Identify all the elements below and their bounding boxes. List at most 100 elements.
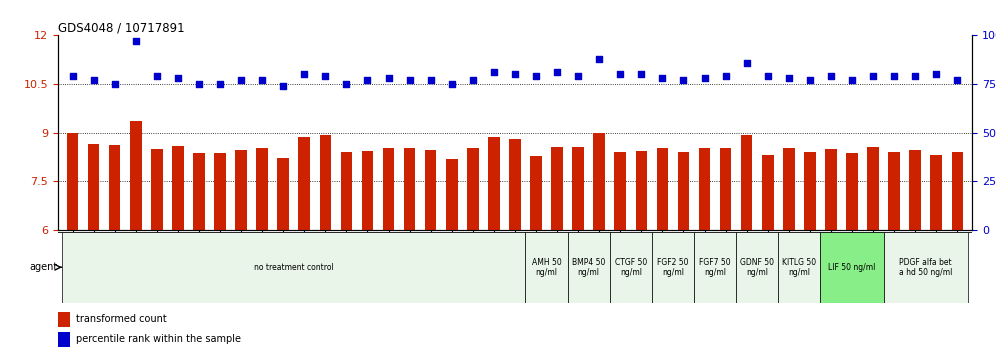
Point — [549, 69, 565, 75]
Bar — [526, 232, 568, 303]
Bar — [868, 147, 878, 230]
Bar — [736, 232, 778, 303]
Bar — [403, 148, 415, 230]
Point — [360, 77, 375, 83]
Text: FGF7 50
ng/ml: FGF7 50 ng/ml — [699, 258, 731, 277]
Bar — [804, 152, 816, 230]
Bar — [172, 147, 183, 230]
Point — [528, 73, 544, 79]
Bar — [677, 152, 689, 230]
Point — [212, 81, 228, 87]
Point — [107, 81, 123, 87]
Bar — [509, 139, 521, 230]
Bar — [467, 148, 479, 230]
Bar — [762, 155, 774, 230]
Point — [318, 73, 334, 79]
Bar — [67, 133, 79, 230]
Bar — [256, 148, 268, 230]
Bar — [151, 149, 162, 230]
Point — [465, 77, 481, 83]
Bar — [821, 232, 883, 303]
Point — [633, 72, 649, 77]
Bar — [656, 148, 668, 230]
Point — [844, 77, 860, 83]
Bar — [551, 147, 563, 230]
Point — [148, 73, 164, 79]
Bar — [847, 153, 858, 230]
Bar — [129, 121, 141, 230]
Bar — [610, 232, 651, 303]
Point — [570, 73, 586, 79]
Bar — [615, 152, 626, 230]
Bar — [362, 151, 374, 230]
Text: FGF2 50
ng/ml: FGF2 50 ng/ml — [657, 258, 688, 277]
Point — [486, 69, 502, 75]
Bar — [382, 148, 394, 230]
Bar — [951, 152, 963, 230]
Point — [718, 73, 734, 79]
Bar — [299, 137, 310, 230]
Text: percentile rank within the sample: percentile rank within the sample — [76, 334, 241, 344]
Text: KITLG 50
ng/ml: KITLG 50 ng/ml — [782, 258, 817, 277]
Bar — [235, 150, 247, 230]
Text: GDNF 50
ng/ml: GDNF 50 ng/ml — [740, 258, 774, 277]
Text: AMH 50
ng/ml: AMH 50 ng/ml — [532, 258, 562, 277]
Bar — [573, 147, 584, 230]
Bar — [825, 149, 837, 230]
Bar — [341, 152, 353, 230]
Bar — [88, 144, 100, 230]
Bar — [278, 158, 289, 230]
Point — [127, 38, 143, 44]
Bar — [58, 312, 70, 327]
Text: transformed count: transformed count — [76, 314, 166, 324]
Bar — [930, 155, 942, 230]
Point — [928, 72, 944, 77]
Bar — [214, 153, 226, 230]
Point — [191, 81, 207, 87]
Point — [233, 77, 249, 83]
Bar — [699, 148, 710, 230]
Text: BMP4 50
ng/ml: BMP4 50 ng/ml — [572, 258, 606, 277]
Bar — [783, 148, 795, 230]
Point — [507, 72, 523, 77]
Text: GDS4048 / 10717891: GDS4048 / 10717891 — [58, 21, 184, 34]
Point — [592, 56, 608, 62]
Bar — [651, 232, 694, 303]
Text: LIF 50 ng/ml: LIF 50 ng/ml — [829, 263, 875, 272]
Point — [781, 75, 797, 81]
Text: agent: agent — [30, 262, 58, 272]
Bar — [720, 148, 731, 230]
Bar — [488, 137, 500, 230]
Point — [739, 60, 755, 65]
Bar — [425, 150, 436, 230]
Bar — [635, 150, 647, 230]
Point — [339, 81, 355, 87]
Point — [907, 73, 923, 79]
Bar — [193, 153, 205, 230]
Point — [866, 73, 881, 79]
Bar — [62, 232, 526, 303]
Point — [401, 77, 417, 83]
Bar — [594, 133, 605, 230]
Bar — [778, 232, 821, 303]
Bar — [741, 135, 752, 230]
Bar — [320, 135, 331, 230]
Point — [675, 77, 691, 83]
Point — [823, 73, 839, 79]
Bar — [568, 232, 610, 303]
Point — [296, 72, 312, 77]
Point — [949, 77, 965, 83]
Text: CTGF 50
ng/ml: CTGF 50 ng/ml — [615, 258, 647, 277]
Point — [613, 72, 628, 77]
Point — [254, 77, 270, 83]
Bar — [530, 156, 542, 230]
Point — [654, 75, 670, 81]
Point — [444, 81, 460, 87]
Bar — [58, 332, 70, 347]
Point — [380, 75, 396, 81]
Point — [65, 73, 81, 79]
Bar — [883, 232, 968, 303]
Point — [802, 77, 818, 83]
Point — [170, 75, 186, 81]
Point — [422, 77, 438, 83]
